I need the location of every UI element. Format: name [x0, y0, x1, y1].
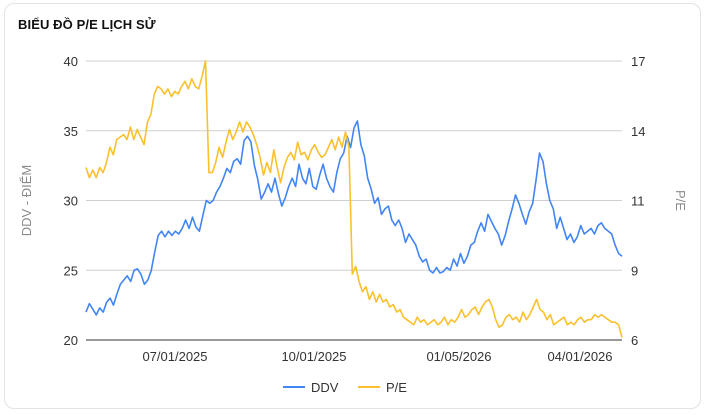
y-tick-label-left: 40: [64, 54, 78, 69]
x-tick-label: 04/01/2026: [547, 349, 612, 364]
y-tick-label-right: 6: [631, 333, 638, 348]
chart-card: [4, 3, 701, 409]
x-tick-label: 01/05/2026: [426, 349, 491, 364]
y-axis-title-right: P/E: [673, 190, 688, 211]
y-axis-title-left: DDV - ĐIỂM: [19, 165, 34, 237]
y-tick-label-left: 30: [64, 194, 78, 209]
legend-label: DDV: [311, 380, 339, 395]
y-tick-label-right: 11: [631, 194, 645, 209]
x-tick-label: 07/01/2025: [142, 349, 207, 364]
series-line-p-e: [85, 60, 623, 338]
y-tick-label-left: 35: [64, 124, 78, 139]
chart-title: BIỂU ĐỒ P/E LỊCH SỬ: [18, 17, 156, 32]
y-tick-label-left: 25: [64, 263, 78, 278]
y-tick-label-left: 20: [64, 333, 78, 348]
series-line-ddv: [85, 120, 623, 316]
x-tick-label: 10/01/2025: [281, 349, 346, 364]
y-tick-label-right: 14: [631, 124, 645, 139]
y-tick-label-right: 9: [631, 263, 638, 278]
legend-label: P/E: [386, 380, 407, 395]
y-tick-label-right: 17: [631, 54, 645, 69]
